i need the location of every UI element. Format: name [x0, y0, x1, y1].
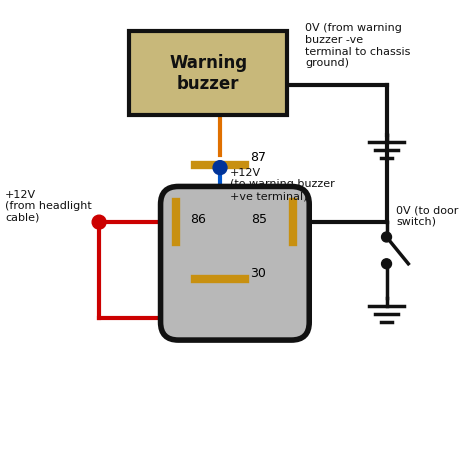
Circle shape: [213, 161, 227, 174]
Text: 0V (to door
switch): 0V (to door switch): [396, 205, 459, 227]
Text: +12V
(from headlight
cable): +12V (from headlight cable): [5, 190, 91, 223]
Circle shape: [382, 259, 392, 269]
Bar: [129, 31, 287, 115]
Text: 85: 85: [252, 213, 268, 226]
Text: 0V (from warning
buzzer -ve
terminal to chassis
ground): 0V (from warning buzzer -ve terminal to …: [305, 23, 410, 68]
Text: 87: 87: [250, 151, 266, 164]
Circle shape: [382, 232, 392, 242]
Text: 86: 86: [190, 213, 206, 226]
FancyBboxPatch shape: [161, 186, 309, 340]
Circle shape: [92, 215, 106, 229]
Text: Warning
buzzer: Warning buzzer: [169, 54, 247, 93]
Text: +12V
(to warning buzzer
+ve terminal): +12V (to warning buzzer +ve terminal): [230, 168, 335, 201]
Text: 30: 30: [250, 267, 265, 280]
